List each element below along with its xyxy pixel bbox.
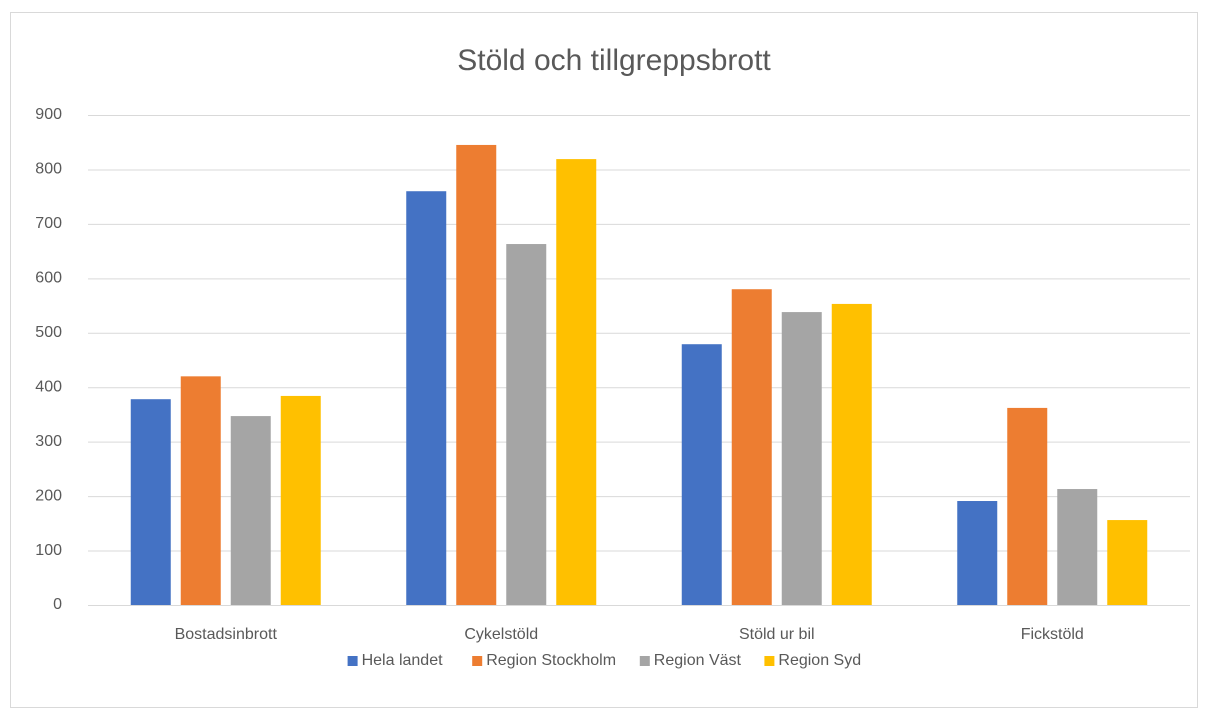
bar [506, 244, 547, 606]
chart-title: Stöld och tillgreppsbrott [457, 44, 771, 77]
bar [731, 289, 772, 605]
y-tick-label: 800 [35, 161, 62, 178]
bar [681, 344, 722, 605]
bar [456, 144, 497, 605]
legend-swatch [472, 656, 483, 666]
bar [280, 395, 321, 605]
legend-swatch [764, 656, 775, 666]
bar [230, 416, 271, 605]
y-tick-label: 600 [35, 270, 62, 287]
legend-label: Region Stockholm [486, 652, 616, 669]
legend-swatch [639, 656, 650, 666]
x-tick-label: Fickstöld [1021, 626, 1084, 643]
bar [180, 376, 221, 605]
bar [1007, 407, 1048, 605]
bar [406, 191, 447, 605]
y-tick-label: 300 [35, 433, 62, 450]
bar [130, 399, 171, 605]
bar [556, 159, 597, 605]
legend-swatch [347, 656, 358, 666]
y-tick-label: 500 [35, 324, 62, 341]
bar [1057, 489, 1098, 605]
x-tick-label: Cykelstöld [464, 626, 538, 643]
legend-label: Hela landet [362, 652, 444, 669]
y-tick-label: 0 [53, 596, 62, 613]
y-tick-label: 400 [35, 378, 62, 395]
legend-label: Region Väst [654, 652, 742, 669]
y-tick-label: 700 [35, 215, 62, 232]
bar [957, 501, 998, 605]
bar [1107, 520, 1148, 605]
y-tick-label: 200 [35, 487, 62, 504]
x-tick-label: Stöld ur bil [739, 626, 815, 643]
y-tick-label: 900 [35, 106, 62, 123]
bar [781, 312, 822, 605]
legend-label: Region Syd [778, 652, 861, 669]
x-tick-label: Bostadsinbrott [175, 626, 278, 643]
y-tick-label: 100 [35, 542, 62, 559]
bar [831, 303, 872, 605]
